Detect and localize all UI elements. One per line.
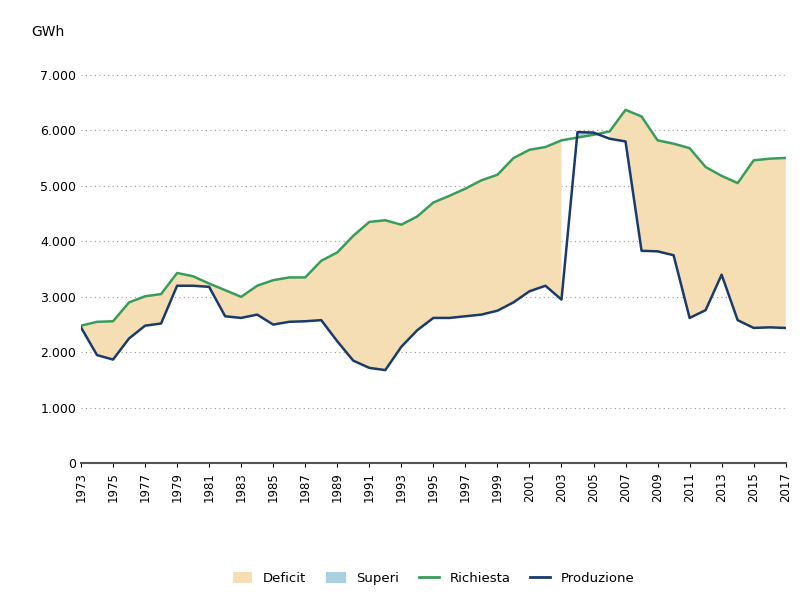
Legend: Deficit, Superi, Richiesta, Produzione: Deficit, Superi, Richiesta, Produzione [226,565,641,592]
Text: GWh: GWh [32,25,65,39]
